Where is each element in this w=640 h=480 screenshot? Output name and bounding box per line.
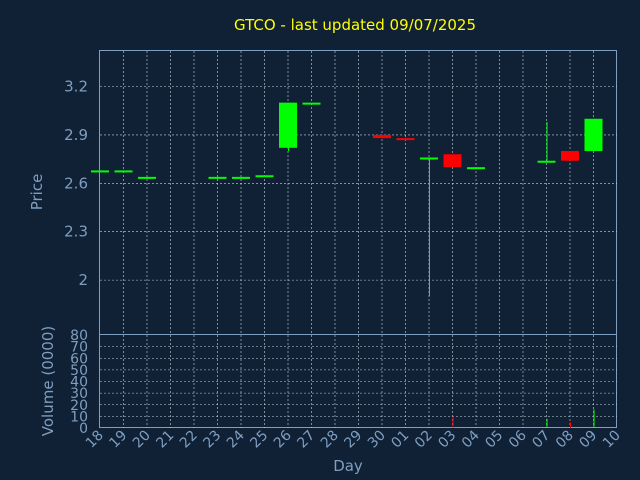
volume-y-tick-label: 40	[70, 375, 88, 391]
candle-body	[537, 160, 556, 163]
volume-bars	[452, 409, 595, 428]
x-ticks: 18 19 20 21 22 23 24 25 26 27 28 29 30 01 02 03 04 05 06 07…	[83, 427, 624, 451]
x-tick-label: 20	[130, 428, 154, 452]
x-tick-label: 27	[294, 428, 318, 452]
candle	[138, 176, 156, 179]
chart-title: GTCO - last updated 09/07/2025	[234, 16, 476, 34]
candle	[537, 122, 556, 163]
price-grid	[100, 51, 617, 335]
x-tick-label: 26	[271, 427, 295, 451]
candle-body	[279, 102, 297, 148]
candle-body	[114, 170, 133, 173]
volume-y-tick-label: 60	[70, 351, 88, 367]
price-y-ticks: 2 2.3 2.6 2.9 3.2	[64, 78, 88, 290]
x-tick-label: 24	[224, 427, 248, 451]
candle	[114, 170, 133, 173]
x-tick-label: 22	[177, 428, 201, 452]
price-y-tick-label: 2.3	[64, 223, 88, 241]
candle-body	[91, 170, 109, 173]
x-tick-label: 30	[365, 428, 389, 452]
candle	[443, 154, 462, 168]
volume-y-tick-label: 20	[70, 398, 88, 414]
candle	[279, 102, 297, 152]
candle-body	[396, 138, 415, 141]
price-plot-frame	[99, 50, 617, 335]
candle	[302, 102, 321, 105]
candle-body	[443, 154, 462, 168]
x-tick-label: 05	[482, 428, 506, 452]
x-tick-label: 28	[318, 428, 342, 452]
x-tick-label: 04	[459, 427, 483, 451]
price-y-tick-label: 2	[78, 271, 88, 289]
price-y-tick-label: 2.6	[64, 174, 88, 192]
candle-body	[255, 175, 274, 178]
x-tick-label: 21	[153, 428, 177, 452]
candle	[467, 167, 485, 170]
x-tick-label: 07	[529, 428, 553, 452]
volume-plot-frame	[99, 334, 617, 428]
volume-grid	[100, 335, 617, 428]
x-tick-label: 29	[341, 428, 365, 452]
volume-y-tick-label: 0	[79, 421, 88, 437]
volume-y-tick-label: 70	[70, 340, 88, 356]
volume-axis-label: Volume (0000)	[39, 326, 57, 436]
candle-body	[584, 118, 603, 152]
x-tick-label: 08	[553, 428, 577, 452]
candle	[255, 175, 274, 178]
candle	[420, 157, 438, 297]
volume-y-tick-label: 50	[70, 363, 88, 379]
candle-body	[561, 151, 579, 161]
candle-body	[420, 157, 438, 160]
candle	[373, 134, 391, 139]
candle	[208, 176, 227, 179]
candle-body	[373, 134, 391, 139]
candle-body	[467, 167, 485, 170]
x-tick-label: 09	[576, 428, 600, 452]
x-tick-label: 01	[388, 428, 412, 452]
x-axis-label: Day	[333, 457, 363, 475]
price-axis-label: Price	[28, 174, 46, 211]
x-tick-label: 02	[412, 428, 436, 452]
volume-y-tick-label: 30	[70, 386, 88, 402]
candle-body	[232, 176, 250, 179]
candle-body	[302, 102, 321, 105]
candle-body	[208, 176, 227, 179]
x-tick-label: 06	[506, 427, 530, 451]
candles	[91, 102, 603, 297]
candle-body	[138, 176, 156, 179]
x-tick-label: 10	[600, 428, 624, 452]
volume-y-tick-label: 10	[70, 409, 88, 425]
price-y-tick-label: 2.9	[64, 126, 88, 144]
x-tick-label: 03	[435, 428, 459, 452]
candle	[232, 176, 250, 179]
price-y-tick-label: 3.2	[64, 78, 88, 96]
candle	[91, 170, 109, 173]
volume-y-tick-label: 80	[70, 328, 88, 344]
x-tick-label: 23	[200, 428, 224, 452]
candle	[584, 118, 603, 152]
x-tick-label: 25	[247, 428, 271, 452]
x-tick-label: 19	[106, 428, 130, 452]
candle	[396, 138, 415, 141]
candle	[561, 151, 579, 161]
